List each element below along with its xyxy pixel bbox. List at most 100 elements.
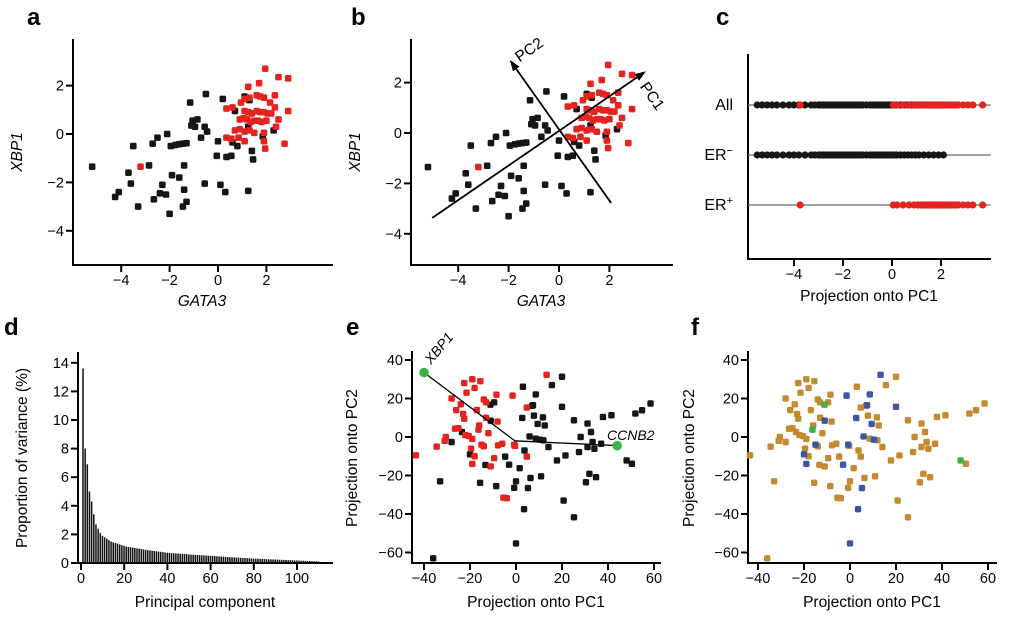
y-tick-label: −2 xyxy=(47,175,64,191)
y-axis-title: Projection onto PC2 xyxy=(681,389,698,527)
data-point xyxy=(255,79,263,87)
y-tick-label: 0 xyxy=(394,126,402,142)
x-tick-label: 60 xyxy=(646,571,662,587)
data-point xyxy=(471,453,478,460)
data-point xyxy=(180,186,188,193)
data-point xyxy=(134,203,142,210)
data-point xyxy=(175,174,183,181)
data-point xyxy=(166,210,173,218)
variance-bar xyxy=(231,557,233,563)
strip-dot xyxy=(899,201,907,209)
data-point xyxy=(228,135,235,143)
variance-bar xyxy=(287,560,289,563)
data-point xyxy=(828,418,835,425)
data-point xyxy=(448,438,455,446)
data-point xyxy=(477,377,484,385)
variance-bar xyxy=(304,560,307,563)
data-point xyxy=(775,437,782,445)
data-point xyxy=(833,440,840,447)
data-point xyxy=(214,137,222,145)
data-point xyxy=(487,139,495,147)
variance-bar xyxy=(218,556,220,563)
data-point xyxy=(569,152,577,159)
data-point xyxy=(453,406,460,414)
data-point xyxy=(261,65,269,72)
variance-bar xyxy=(181,553,184,563)
variance-bar xyxy=(177,553,179,563)
strip-dot xyxy=(796,201,804,209)
data-point xyxy=(583,93,591,100)
data-point xyxy=(530,412,538,419)
data-point xyxy=(601,117,608,124)
strip-dot xyxy=(939,151,948,159)
data-point xyxy=(180,162,188,169)
data-point xyxy=(503,495,510,502)
data-point xyxy=(524,484,532,492)
data-point xyxy=(853,414,860,422)
variance-bar xyxy=(172,553,175,563)
variance-bar xyxy=(90,501,93,563)
data-point xyxy=(873,414,881,421)
strip-dot xyxy=(893,201,901,209)
data-point xyxy=(137,163,144,170)
data-point xyxy=(223,105,230,112)
data-point xyxy=(536,436,544,443)
data-point xyxy=(816,461,823,469)
data-point xyxy=(482,399,490,406)
data-point xyxy=(782,438,789,446)
y-tick-label: 14 xyxy=(53,356,69,372)
x-tick-label: 80 xyxy=(246,571,262,587)
data-point xyxy=(511,442,519,450)
variance-bar xyxy=(313,561,315,563)
data-point xyxy=(284,75,292,82)
data-point xyxy=(263,117,270,124)
data-point xyxy=(812,441,819,448)
data-point xyxy=(583,127,591,134)
data-point xyxy=(509,392,516,399)
data-point xyxy=(537,473,545,480)
y-tick-label: −40 xyxy=(378,507,403,523)
strip-dot xyxy=(893,101,901,109)
data-point xyxy=(564,103,572,110)
variance-bar xyxy=(283,559,285,563)
data-point xyxy=(461,379,468,387)
variance-bar xyxy=(123,545,125,563)
data-point xyxy=(592,156,599,163)
data-point xyxy=(476,479,484,487)
data-point xyxy=(203,128,211,135)
y-tick-label: 8 xyxy=(61,442,69,458)
variance-bar xyxy=(151,550,153,563)
pc-arrowhead xyxy=(509,59,520,72)
x-tick-label: −2 xyxy=(161,273,178,289)
data-point xyxy=(846,540,854,547)
data-point xyxy=(267,110,275,117)
data-point xyxy=(526,96,534,104)
data-point xyxy=(931,440,939,447)
data-point xyxy=(515,175,522,182)
x-tick-label: 40 xyxy=(159,571,175,587)
variance-bar xyxy=(106,538,108,563)
data-point xyxy=(448,195,456,202)
x-tick-label: −40 xyxy=(746,571,771,587)
x-tick-label: 2 xyxy=(605,273,613,289)
gene-label-xbp1: XBP1 xyxy=(420,329,456,367)
data-point xyxy=(599,413,607,421)
data-point xyxy=(590,108,598,115)
data-point xyxy=(791,401,798,408)
data-point xyxy=(792,428,800,436)
data-point xyxy=(529,115,536,123)
y-tick-label: 2 xyxy=(61,527,69,543)
data-point xyxy=(795,415,802,422)
data-point xyxy=(584,420,591,427)
variance-bar xyxy=(220,556,222,563)
data-point xyxy=(412,452,420,459)
data-point xyxy=(534,420,541,428)
variance-bar xyxy=(112,542,114,563)
data-point xyxy=(586,470,593,477)
y-tick-label: 20 xyxy=(387,392,403,408)
y-tick-label: 2 xyxy=(56,79,64,95)
variance-bar xyxy=(226,556,229,563)
data-point xyxy=(618,114,626,122)
x-axis-title: Principal component xyxy=(135,594,276,611)
